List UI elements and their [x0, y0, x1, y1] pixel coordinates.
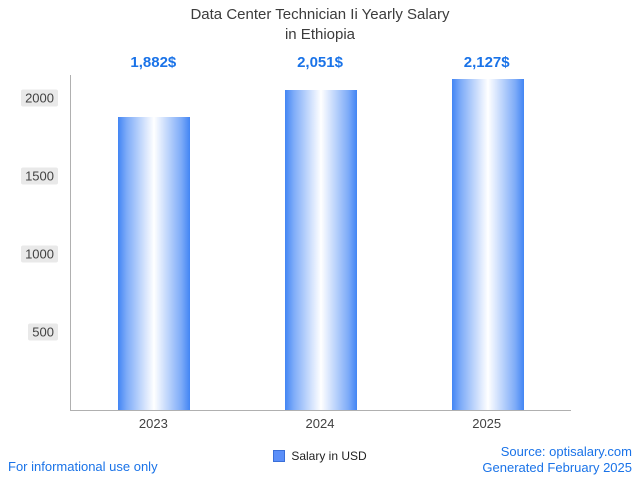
generated-date: Generated February 2025: [482, 459, 632, 475]
x-axis-labels: 2023 2024 2025: [70, 416, 570, 431]
legend: Salary in USD: [0, 449, 640, 463]
plot-area: [70, 75, 571, 411]
y-tick-label: 2000: [21, 89, 58, 107]
y-tick-label: 1000: [21, 245, 58, 263]
legend-label: Salary in USD: [291, 449, 367, 463]
x-label-2025: 2025: [472, 416, 502, 431]
value-label-2023: 1,882$: [130, 54, 177, 71]
y-tick-label: 1500: [21, 167, 58, 185]
bar-2023: [118, 116, 191, 410]
chart-title-line2: in Ethiopia: [284, 25, 356, 43]
x-label-2024: 2024: [305, 416, 335, 431]
source-link[interactable]: Source: optisalary.com: [500, 443, 632, 459]
bar-2025: [451, 78, 524, 410]
chart-title: Data Center Technician Ii Yearly Salary …: [0, 5, 640, 44]
bar-slot: [238, 75, 405, 410]
value-label-2025: 2,127$: [463, 54, 510, 71]
x-label-2023: 2023: [138, 416, 168, 431]
chart-title-line1: Data Center Technician Ii Yearly Salary: [190, 6, 450, 23]
legend-marker-icon: [273, 450, 286, 462]
bar-slot: [71, 75, 238, 410]
value-labels: 1,882$ 2,051$ 2,127$: [70, 54, 570, 71]
value-label-2024: 2,051$: [297, 54, 343, 71]
footer-source-block: Source: optisalary.com Generated Februar…: [482, 444, 632, 477]
y-axis: 500 1000 1500 2000: [0, 75, 64, 410]
bar-slot: [404, 75, 571, 410]
bars: [71, 75, 571, 410]
y-tick-label: 500: [28, 323, 58, 341]
footer-disclaimer: For informational use only: [8, 459, 158, 474]
bar-2024: [285, 90, 357, 410]
